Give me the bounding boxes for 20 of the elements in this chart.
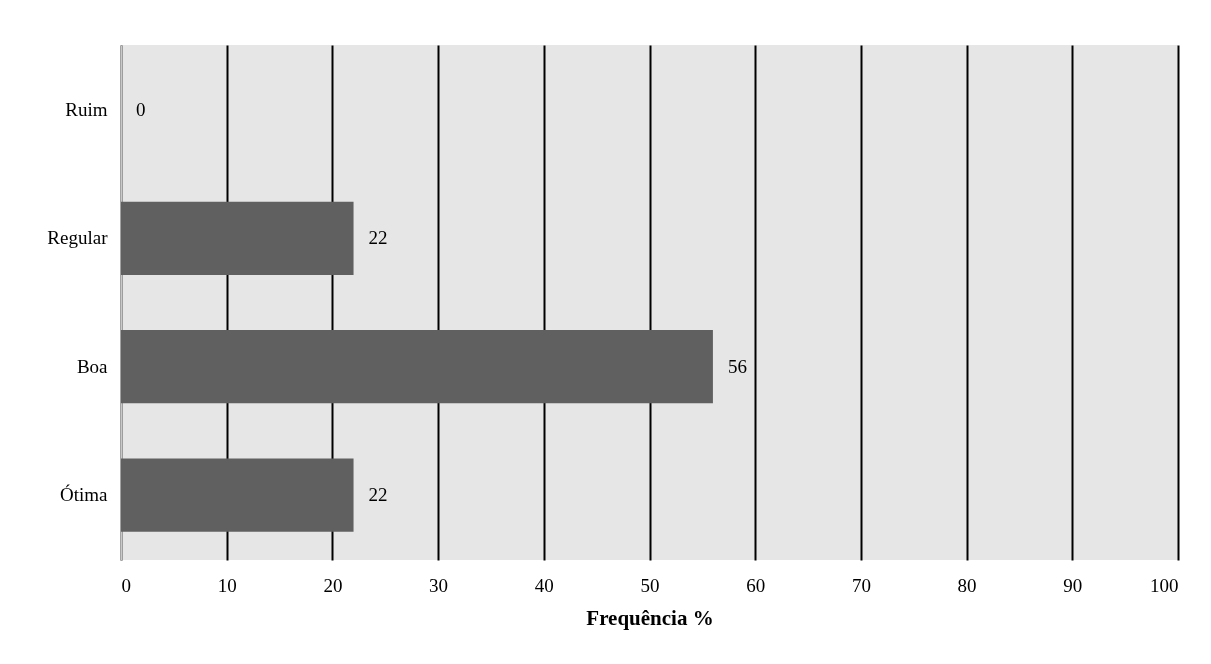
x-tick-label: 90: [1063, 574, 1083, 596]
data-label: 56: [727, 355, 747, 377]
x-tick-label: 100: [1150, 574, 1179, 596]
x-tick-label: 50: [640, 574, 660, 596]
y-tick-label: Ótima: [60, 484, 109, 506]
x-tick-label: 10: [217, 574, 237, 596]
y-tick-label: Boa: [76, 355, 109, 377]
x-axis-title: Frequência %: [586, 605, 714, 630]
x-tick-label: 80: [957, 574, 977, 596]
x-tick-label: 60: [746, 574, 766, 596]
x-tick-label: 40: [534, 574, 554, 596]
data-label: 0: [136, 98, 146, 120]
x-tick-label: 30: [429, 574, 449, 596]
y-tick-label: Ruim: [65, 98, 108, 120]
x-tick-label: 20: [323, 574, 343, 596]
data-label: 22: [368, 227, 388, 249]
y-tick-label: Regular: [47, 227, 109, 249]
x-tick-label: 70: [851, 574, 871, 596]
data-label: 22: [368, 484, 388, 506]
x-tick-label: 0: [121, 574, 131, 596]
